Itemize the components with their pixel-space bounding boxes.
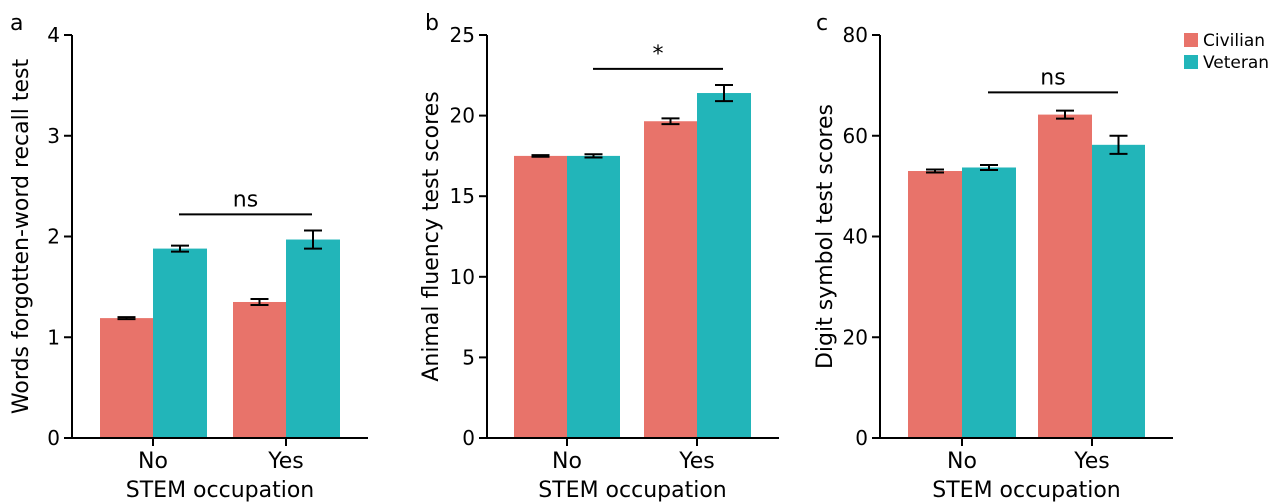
bar-civilian-yes	[644, 121, 697, 438]
y-tick-label: 0	[47, 426, 60, 450]
y-tick-label: 0	[855, 426, 868, 450]
legend-swatch-veteran	[1184, 55, 1198, 69]
error-bar	[926, 168, 944, 174]
bar-veteran-yes	[1092, 144, 1145, 438]
y-tick-label: 2	[47, 225, 60, 249]
significance-label: ns	[1040, 65, 1065, 90]
bar-civilian-no	[514, 155, 567, 438]
error-bar	[661, 117, 680, 126]
y-tick-label: 20	[843, 325, 868, 349]
x-axis-title: STEM occupation	[538, 478, 726, 502]
error-bar	[250, 297, 269, 307]
bar-civilian-yes	[1038, 114, 1092, 438]
error-bar	[980, 163, 998, 172]
x-axis-title: STEM occupation	[126, 478, 314, 502]
x-tick-label: Yes	[1073, 449, 1110, 474]
bar-civilian-no	[100, 318, 153, 438]
x-axis-title: STEM occupation	[932, 478, 1120, 502]
x-tick-label: No	[552, 449, 582, 474]
panel-c: c 0 20 40 60 80 No Yes STEM occupation Digit symb…	[813, 11, 1173, 502]
y-tick-label: 20	[450, 104, 475, 128]
y-tick-label: 80	[843, 23, 868, 47]
significance-label: ns	[233, 187, 258, 212]
legend-label-civilian: Civilian	[1203, 31, 1265, 51]
error-bar	[715, 83, 733, 103]
panel-letter: c	[816, 11, 828, 36]
bar-veteran-no	[962, 167, 1016, 438]
y-tick-label: 1	[47, 325, 60, 349]
y-tick-label: 10	[450, 265, 475, 289]
x-tick-label: No	[138, 449, 168, 474]
y-tick-label: 5	[462, 345, 475, 369]
bar-veteran-no	[153, 248, 207, 438]
error-bar	[117, 316, 136, 321]
bar-veteran-yes	[697, 93, 751, 439]
y-tick-label: 40	[843, 225, 868, 249]
error-bar	[1056, 109, 1074, 120]
bar-veteran-yes	[286, 239, 340, 438]
x-tick-label: Yes	[267, 449, 304, 474]
error-bar	[531, 154, 550, 158]
x-tick-label: No	[947, 449, 977, 474]
y-tick-label: 0	[462, 426, 475, 450]
legend-swatch-civilian	[1184, 33, 1198, 47]
panel-letter: b	[425, 11, 439, 36]
bar-civilian-no	[908, 171, 962, 438]
error-bar	[1109, 134, 1128, 155]
bar-civilian-yes	[233, 301, 286, 438]
legend-label-veteran: Veteran	[1203, 53, 1268, 73]
panel-a: a 0 1 2 3 4 No Yes STEM occupation Words forgotte…	[9, 11, 368, 502]
y-tick-label: 4	[47, 23, 60, 47]
error-bar	[171, 244, 189, 253]
significance-label: *	[653, 42, 664, 67]
panel-b: b 0 5 10 15 20 25 No Yes STEM occupation Animal fl…	[419, 11, 779, 502]
y-axis-title: Words forgotten-word recall test	[9, 59, 34, 415]
y-tick-label: 60	[843, 124, 868, 148]
error-bar	[584, 153, 603, 159]
error-bar	[304, 229, 322, 250]
y-tick-label: 3	[47, 124, 60, 148]
panel-letter: a	[10, 11, 23, 36]
bar-veteran-no	[567, 155, 620, 438]
y-axis-title: Animal fluency test scores	[419, 91, 444, 381]
y-tick-label: 25	[450, 23, 475, 47]
y-axis-title: Digit symbol test scores	[813, 104, 838, 369]
x-tick-label: Yes	[678, 449, 715, 474]
y-tick-label: 15	[450, 184, 475, 208]
